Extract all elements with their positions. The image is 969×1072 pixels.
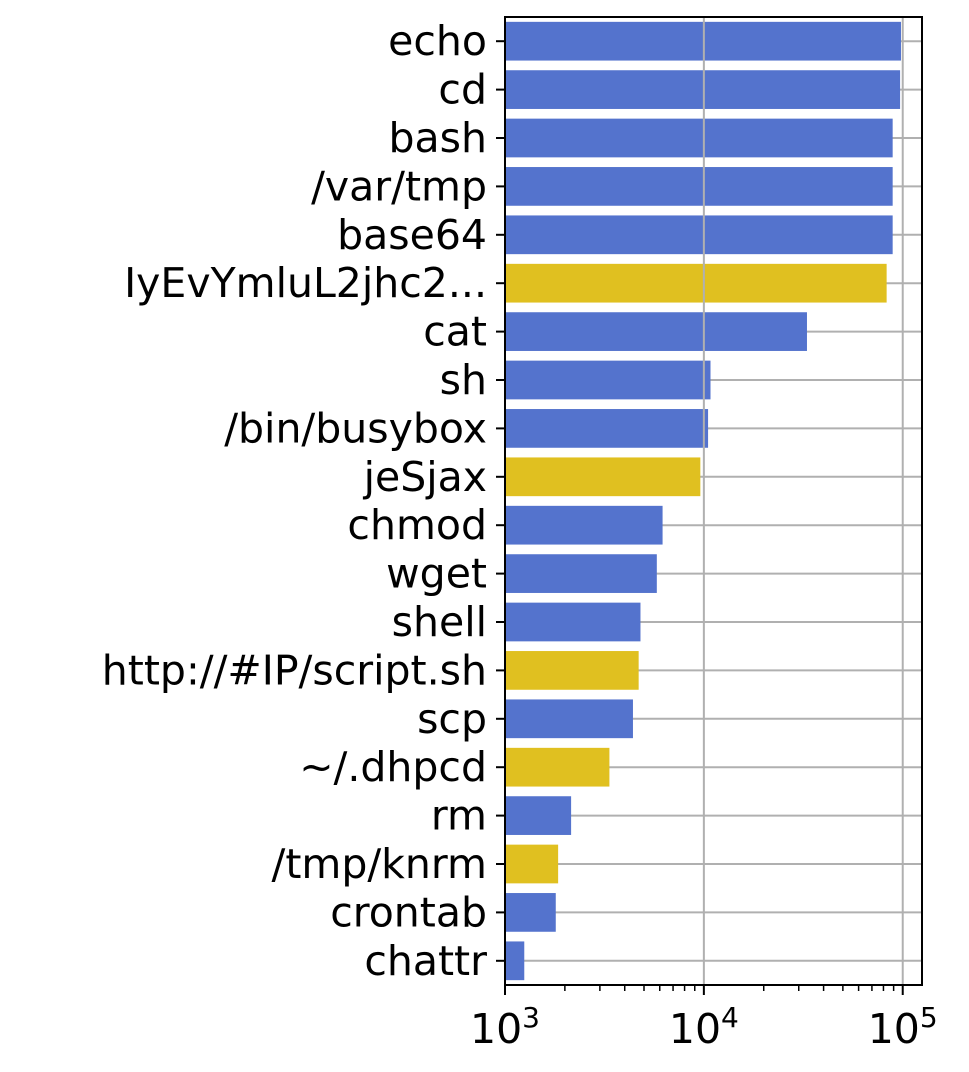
category-label: sh <box>440 356 487 404</box>
bar <box>505 167 893 206</box>
bar <box>505 554 657 593</box>
bars <box>505 21 901 981</box>
bar <box>505 602 641 642</box>
bar <box>505 796 572 835</box>
bar <box>505 70 901 109</box>
bar <box>505 505 663 545</box>
bar <box>505 409 709 448</box>
category-label: crontab <box>330 888 487 936</box>
bar <box>505 118 893 158</box>
bar <box>505 699 633 739</box>
bar <box>505 941 525 981</box>
category-label: jeSjax <box>363 453 487 501</box>
bar <box>505 844 559 884</box>
x-tick-label: 105 <box>868 1001 938 1053</box>
category-label: cd <box>438 66 487 114</box>
bar <box>505 312 807 351</box>
bar <box>505 457 701 497</box>
bar <box>505 893 556 932</box>
category-label: echo <box>388 17 487 65</box>
category-label: chattr <box>364 937 487 985</box>
category-label: chmod <box>347 501 487 549</box>
category-label: base64 <box>337 211 487 259</box>
bar <box>505 215 893 255</box>
category-label: rm <box>431 792 487 840</box>
category-label: cat <box>423 308 487 356</box>
bar <box>505 651 639 690</box>
x-tick-label: 103 <box>470 1001 540 1053</box>
category-label: /var/tmp <box>311 162 487 210</box>
bar <box>505 747 610 787</box>
category-label: bash <box>389 114 488 162</box>
category-label: wget <box>386 550 487 598</box>
category-label: shell <box>392 598 487 646</box>
category-labels: echocdbash/var/tmpbase64IyEvYmluL2jhc2..… <box>102 17 505 985</box>
category-label: http://#IP/script.sh <box>102 646 487 694</box>
x-tick-label: 104 <box>669 1001 739 1053</box>
bar <box>505 263 887 303</box>
plot-frame <box>504 16 923 986</box>
category-label: scp <box>417 695 487 743</box>
x-ticks: 103 104 105 <box>470 985 938 1053</box>
category-label: ~/.dhpcd <box>299 743 487 791</box>
bar <box>505 360 711 400</box>
category-label: /bin/busybox <box>224 404 487 452</box>
category-label: IyEvYmluL2jhc2... <box>124 259 487 307</box>
category-label: /tmp/knrm <box>272 840 487 888</box>
